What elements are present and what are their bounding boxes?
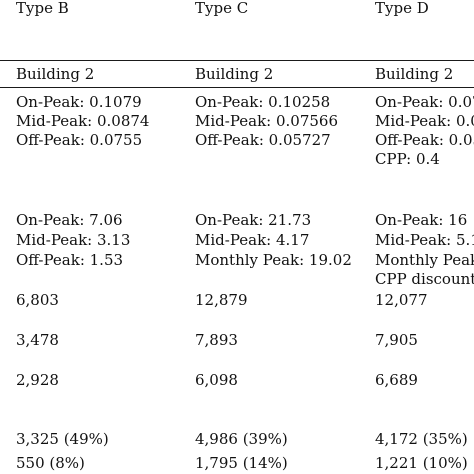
cost-row-1-d: 12,077 bbox=[375, 291, 428, 309]
energy-rate-b-off-peak: Off-Peak: 0.0755 bbox=[16, 131, 143, 149]
demand-rate-b-off-peak: Off-Peak: 1.53 bbox=[16, 251, 124, 269]
cost-row-2-c: 7,893 bbox=[195, 331, 238, 349]
top-rule bbox=[0, 60, 474, 61]
energy-rate-b-on-peak: On-Peak: 0.1079 bbox=[16, 93, 142, 111]
savings-row-1-c: 4,986 (39%) bbox=[195, 430, 288, 448]
demand-rate-c-on-peak: On-Peak: 21.73 bbox=[195, 211, 312, 229]
subheader-rule bbox=[0, 87, 474, 88]
demand-rate-d-on-peak: On-Peak: 16 bbox=[375, 211, 468, 229]
savings-row-2-c: 1,795 (14%) bbox=[195, 454, 288, 472]
demand-rate-c-mid-peak: Mid-Peak: 4.17 bbox=[195, 231, 310, 249]
header-type-d: Type D bbox=[375, 0, 429, 17]
header-type-c: Type C bbox=[195, 0, 249, 17]
energy-rate-c-mid-peak: Mid-Peak: 0.07566 bbox=[195, 112, 339, 130]
energy-rate-d-on-peak: On-Peak: 0.07 bbox=[375, 93, 474, 111]
cost-row-3-d: 6,689 bbox=[375, 371, 418, 389]
demand-rate-c-monthly-peak: Monthly Peak: 19.02 bbox=[195, 251, 352, 269]
savings-row-2-d: 1,221 (10%) bbox=[375, 454, 468, 472]
cost-row-1-b: 6,803 bbox=[16, 291, 59, 309]
energy-rate-b-mid-peak: Mid-Peak: 0.0874 bbox=[16, 112, 150, 130]
cost-row-2-d: 7,905 bbox=[375, 331, 418, 349]
savings-row-1-d: 4,172 (35%) bbox=[375, 430, 468, 448]
subheader-building-c: Building 2 bbox=[195, 65, 274, 83]
energy-rate-d-off-peak: Off-Peak: 0.05 bbox=[375, 131, 474, 149]
savings-row-1-b: 3,325 (49%) bbox=[16, 430, 109, 448]
cost-row-1-c: 12,879 bbox=[195, 291, 248, 309]
demand-rate-d-mid-peak: Mid-Peak: 5.1 bbox=[375, 231, 474, 249]
cost-row-2-b: 3,478 bbox=[16, 331, 59, 349]
energy-rate-c-on-peak: On-Peak: 0.10258 bbox=[195, 93, 331, 111]
demand-rate-b-mid-peak: Mid-Peak: 3.13 bbox=[16, 231, 131, 249]
savings-row-2-b: 550 (8%) bbox=[16, 454, 85, 472]
subheader-building-d: Building 2 bbox=[375, 65, 454, 83]
cost-row-3-c: 6,098 bbox=[195, 371, 238, 389]
header-type-b: Type B bbox=[16, 0, 69, 17]
demand-rate-b-on-peak: On-Peak: 7.06 bbox=[16, 211, 123, 229]
cost-row-3-b: 2,928 bbox=[16, 371, 59, 389]
energy-rate-d-mid-peak: Mid-Peak: 0.0 bbox=[375, 112, 474, 130]
subheader-building-b: Building 2 bbox=[16, 65, 95, 83]
demand-rate-d-monthly-peak: Monthly Peak bbox=[375, 251, 474, 269]
energy-rate-c-off-peak: Off-Peak: 0.05727 bbox=[195, 131, 331, 149]
energy-rate-d-cpp: CPP: 0.4 bbox=[375, 150, 440, 168]
demand-rate-d-cpp-discount: CPP discount: bbox=[375, 270, 474, 288]
